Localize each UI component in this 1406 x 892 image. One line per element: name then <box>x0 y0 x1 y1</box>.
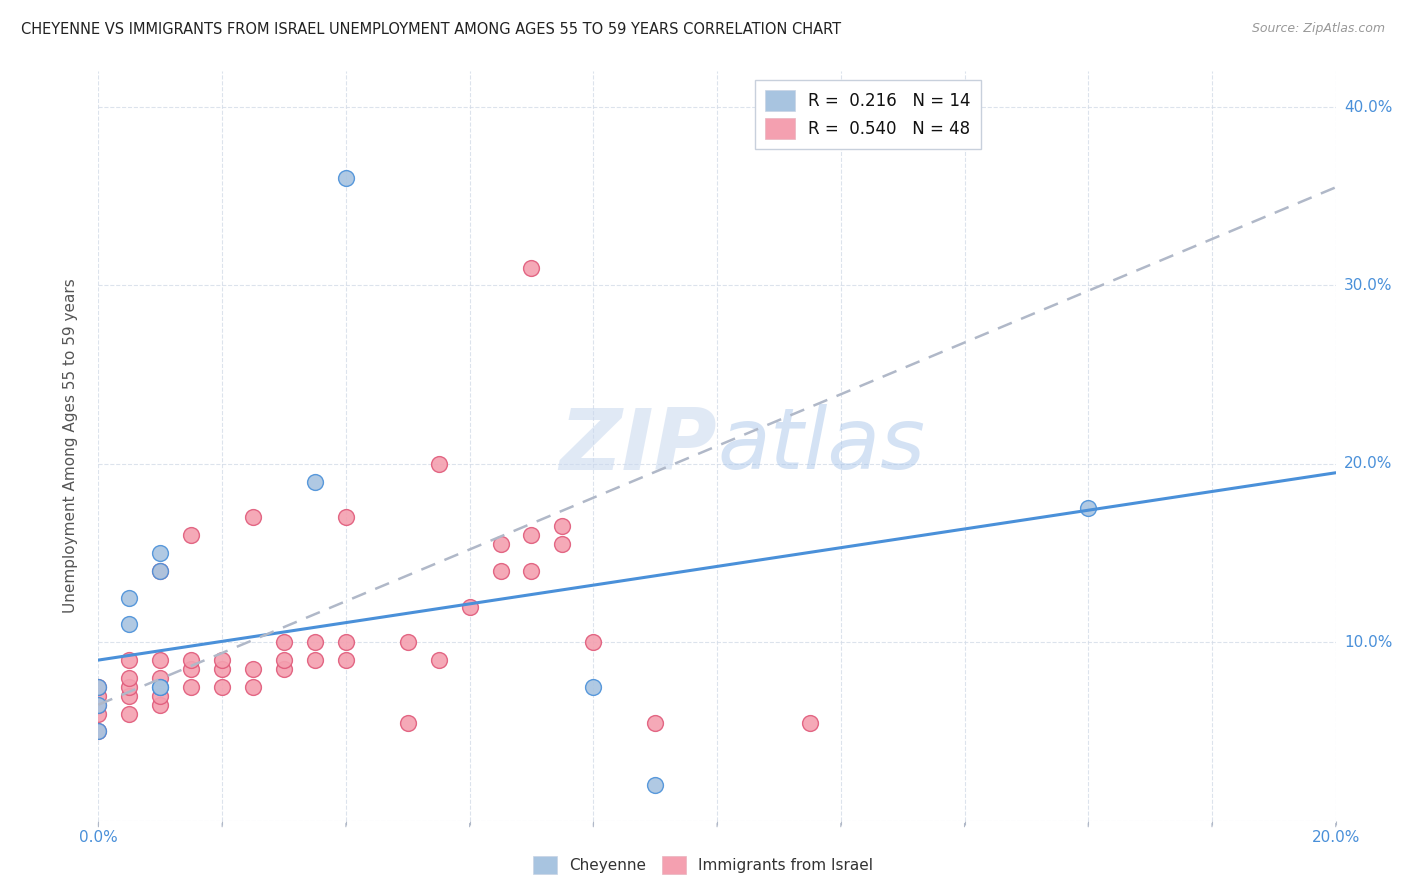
Point <box>644 715 666 730</box>
Text: 20.0%: 20.0% <box>1344 457 1392 471</box>
Point <box>427 653 450 667</box>
Point <box>335 171 357 186</box>
Point <box>149 546 172 560</box>
Text: Source: ZipAtlas.com: Source: ZipAtlas.com <box>1251 22 1385 36</box>
Point <box>118 671 141 685</box>
Point <box>335 510 357 524</box>
Point <box>118 706 141 721</box>
Point <box>582 680 605 694</box>
Point <box>304 475 326 489</box>
Point <box>273 635 295 649</box>
Point <box>87 724 110 739</box>
Y-axis label: Unemployment Among Ages 55 to 59 years: Unemployment Among Ages 55 to 59 years <box>63 278 79 614</box>
Point <box>396 635 419 649</box>
Point <box>1077 501 1099 516</box>
Point <box>427 457 450 471</box>
Point <box>273 662 295 676</box>
Point <box>149 653 172 667</box>
Point <box>396 715 419 730</box>
Point <box>149 671 172 685</box>
Point <box>149 689 172 703</box>
Point <box>489 564 512 578</box>
Point <box>149 680 172 694</box>
Point <box>87 680 110 694</box>
Text: 10.0%: 10.0% <box>1344 635 1392 649</box>
Legend: R =  0.216   N = 14, R =  0.540   N = 48: R = 0.216 N = 14, R = 0.540 N = 48 <box>755 79 981 149</box>
Point <box>335 635 357 649</box>
Point <box>304 635 326 649</box>
Point <box>118 689 141 703</box>
Point <box>180 653 202 667</box>
Point <box>149 680 172 694</box>
Point <box>520 564 543 578</box>
Point <box>551 519 574 533</box>
Point <box>458 599 481 614</box>
Point <box>211 662 233 676</box>
Point <box>149 564 172 578</box>
Point <box>87 706 110 721</box>
Point <box>180 680 202 694</box>
Point <box>118 680 141 694</box>
Point <box>180 662 202 676</box>
Point <box>87 689 110 703</box>
Point <box>211 680 233 694</box>
Text: atlas: atlas <box>717 404 925 488</box>
Point <box>118 591 141 605</box>
Point <box>87 724 110 739</box>
Point <box>211 653 233 667</box>
Point <box>118 653 141 667</box>
Point <box>118 617 141 632</box>
Point <box>242 662 264 676</box>
Point <box>87 698 110 712</box>
Point <box>87 680 110 694</box>
Point <box>273 653 295 667</box>
Point <box>87 698 110 712</box>
Point <box>520 528 543 542</box>
Point <box>489 537 512 551</box>
Legend: Cheyenne, Immigrants from Israel: Cheyenne, Immigrants from Israel <box>527 850 879 880</box>
Point <box>180 528 202 542</box>
Text: CHEYENNE VS IMMIGRANTS FROM ISRAEL UNEMPLOYMENT AMONG AGES 55 TO 59 YEARS CORREL: CHEYENNE VS IMMIGRANTS FROM ISRAEL UNEMP… <box>21 22 841 37</box>
Text: 30.0%: 30.0% <box>1344 278 1392 293</box>
Point <box>520 260 543 275</box>
Point <box>149 698 172 712</box>
Point <box>644 778 666 792</box>
Text: ZIP: ZIP <box>560 404 717 488</box>
Point <box>242 510 264 524</box>
Point <box>551 537 574 551</box>
Text: 40.0%: 40.0% <box>1344 100 1392 114</box>
Point <box>582 635 605 649</box>
Point <box>304 653 326 667</box>
Point <box>335 653 357 667</box>
Point <box>799 715 821 730</box>
Point <box>149 564 172 578</box>
Point <box>242 680 264 694</box>
